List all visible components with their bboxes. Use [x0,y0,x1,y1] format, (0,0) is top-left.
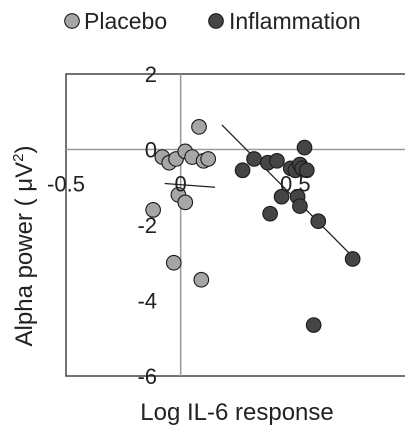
legend-label-placebo: Placebo [84,8,167,34]
y-axis-label-close: ) [11,146,38,154]
trendline-placebo [164,182,216,188]
y-axis-label: Alpha power ( μV2) [10,146,38,347]
point-inflammation-4 [273,188,290,205]
point-inflammation-16 [305,317,322,333]
point-placebo-7 [200,151,217,167]
y-tick-label: -4 [137,289,157,314]
y-tick-label: 2 [145,62,157,87]
legend-label-inflammation: Inflammation [229,8,361,34]
x-tick-label: 0 [175,172,187,197]
x-tick-label: 1 [404,172,405,197]
trendlines [164,124,356,260]
x-tick-label: -0.5 [47,172,85,197]
x-tick-labels: -0.5 0 0.5 1 [47,172,405,197]
point-inflammation-0 [234,162,251,179]
y-tick-labels: 2 0 -2 -4 -6 [137,62,157,389]
x-axis-label: Log IL-6 response [140,399,333,426]
point-inflammation-13 [292,198,308,214]
legend-marker-placebo [64,13,80,29]
point-placebo-9 [177,194,194,211]
plot-frame [65,73,405,377]
point-inflammation-14 [310,213,327,230]
point-placebo-11 [165,254,182,271]
point-inflammation-10 [296,139,313,156]
y-tick-label: -2 [137,213,157,238]
y-axis-label-main: Alpha power ( μV [11,162,38,347]
point-inflammation-15 [344,251,361,267]
y-tick-label: -6 [137,364,157,389]
point-inflammation-11 [298,162,315,179]
y-tick-label: 0 [145,138,157,163]
point-inflammation-1 [246,151,262,167]
point-placebo-12 [193,271,210,288]
data-points [145,118,361,333]
y-axis-label-superscript: 2 [10,154,27,162]
point-placebo-10 [145,202,161,218]
point-inflammation-3 [269,152,285,169]
point-inflammation-12 [262,205,278,222]
x-tick-label: 0.5 [280,172,311,197]
legend: Placebo Inflammation [64,8,361,34]
trendline-inflammation [221,124,356,260]
point-placebo-5 [191,118,207,135]
legend-marker-inflammation [208,13,224,29]
